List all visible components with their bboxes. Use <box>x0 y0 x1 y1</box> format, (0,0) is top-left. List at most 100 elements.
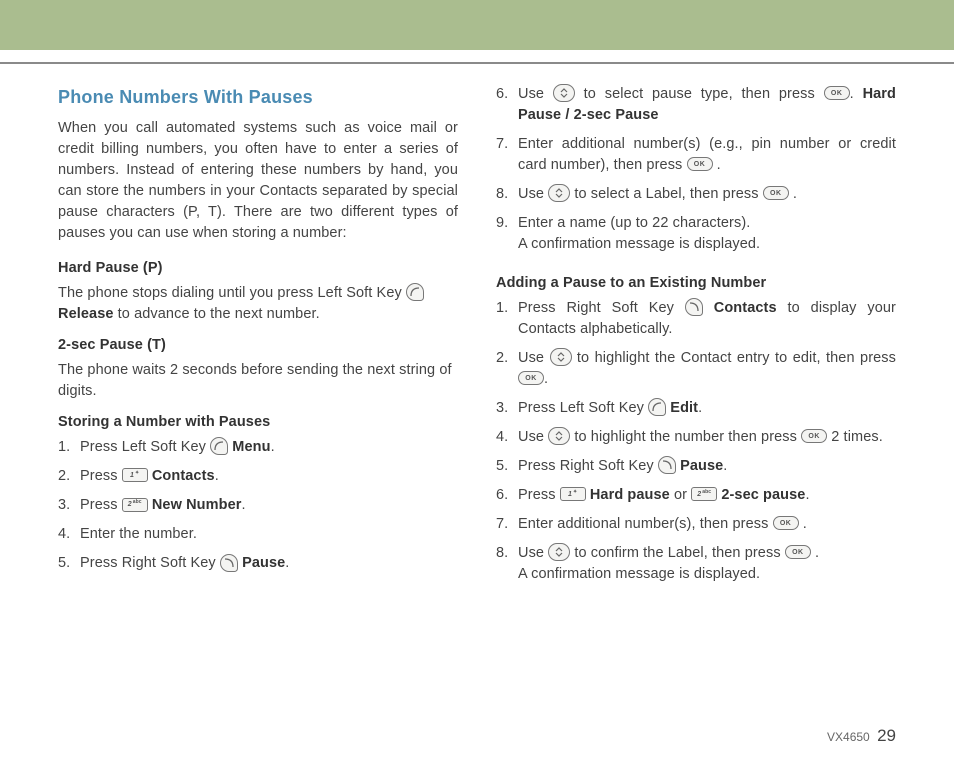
text: to select pause type, then press <box>584 86 824 102</box>
hard-pause-body: The phone stops dialing until you press … <box>58 283 458 325</box>
period: . <box>215 468 219 484</box>
storing-heading: Storing a Number with Pauses <box>58 412 458 433</box>
period: . <box>271 439 275 455</box>
text: Press Left Soft Key <box>518 400 648 416</box>
a-step-8: Use to confirm the Label, then press OK … <box>496 543 896 585</box>
a-step-6: Press 1✦ Hard pause or 2abc 2-sec pause. <box>496 485 896 506</box>
text: Use <box>518 429 548 445</box>
text: to highlight the number then press <box>574 429 801 445</box>
key-sup: abc <box>702 490 711 495</box>
menu-label: Menu <box>232 439 270 455</box>
period: . <box>698 400 702 416</box>
right-soft-key-icon <box>220 554 238 572</box>
text: A confirmation message is displayed. <box>518 566 760 582</box>
period: . <box>285 555 289 571</box>
step-6: Use to select pause type, then press OK.… <box>496 84 896 126</box>
storing-steps: Press Left Soft Key Menu. Press 1✦ Conta… <box>58 437 458 574</box>
header-band <box>0 0 954 50</box>
text: . <box>850 86 863 102</box>
right-soft-key-icon <box>685 298 703 316</box>
key-2-icon: 2abc <box>691 487 717 501</box>
text: or <box>670 487 691 503</box>
step-3: Press 2abc New Number. <box>58 495 458 516</box>
model-number: VX4650 <box>827 730 870 744</box>
key-1-icon: 1✦ <box>560 487 586 501</box>
two-sec-pause-label: 2-sec pause <box>721 487 805 503</box>
key-1-icon: 1✦ <box>122 468 148 482</box>
nav-up-down-icon <box>550 348 572 366</box>
text: Press <box>80 468 122 484</box>
left-soft-key-icon <box>406 283 424 301</box>
text: Press Right Soft Key <box>518 300 685 316</box>
ok-key-icon: OK <box>785 545 811 559</box>
step-1: Press Left Soft Key Menu. <box>58 437 458 458</box>
text: 2 times. <box>827 429 883 445</box>
right-soft-key-icon <box>658 456 676 474</box>
ok-key-icon: OK <box>518 371 544 385</box>
key-sup: ✦ <box>573 490 577 495</box>
intro-paragraph: When you call automated systems such as … <box>58 118 458 244</box>
hard-pause-heading: Hard Pause (P) <box>58 258 458 279</box>
page-footer: VX4650 29 <box>827 726 896 746</box>
step-2: Press 1✦ Contacts. <box>58 466 458 487</box>
period: . <box>793 186 797 202</box>
period: . <box>544 371 548 387</box>
step-5: Press Right Soft Key Pause. <box>58 553 458 574</box>
text: Use <box>518 186 548 202</box>
left-soft-key-icon <box>648 398 666 416</box>
ok-key-icon: OK <box>687 157 713 171</box>
period: . <box>723 458 727 474</box>
step-9: Enter a name (up to 22 characters). A co… <box>496 213 896 255</box>
hard-pause-label: Hard pause <box>590 487 670 503</box>
text: Press <box>80 497 122 513</box>
ok-key-icon: OK <box>763 186 789 200</box>
nav-up-down-icon <box>548 427 570 445</box>
key-digit: 1 <box>130 472 134 479</box>
new-number-label: New Number <box>152 497 242 513</box>
text: The phone stops dialing until you press … <box>58 285 406 301</box>
text: Enter additional number(s), then press <box>518 516 773 532</box>
key-digit: 2 <box>128 501 132 508</box>
text: Press Left Soft Key <box>80 439 210 455</box>
text: to highlight the Contact entry to edit, … <box>577 350 896 366</box>
nav-up-down-icon <box>548 184 570 202</box>
text: to advance to the next number. <box>114 306 320 322</box>
period: . <box>717 157 721 173</box>
step-8: Use to select a Label, then press OK . <box>496 184 896 205</box>
right-column: Use to select pause type, then press OK.… <box>496 84 896 593</box>
key-sup: abc <box>133 500 142 505</box>
storing-steps-cont: Use to select pause type, then press OK.… <box>496 84 896 255</box>
text: Press Right Soft Key <box>518 458 658 474</box>
page-content: Phone Numbers With Pauses When you call … <box>0 64 954 593</box>
edit-label: Edit <box>670 400 698 416</box>
nav-up-down-icon <box>553 84 575 102</box>
period: . <box>805 487 809 503</box>
section-title: Phone Numbers With Pauses <box>58 84 458 110</box>
step-7: Enter additional number(s) (e.g., pin nu… <box>496 134 896 176</box>
ok-key-icon: OK <box>824 86 850 100</box>
period: . <box>803 516 807 532</box>
text: Use <box>518 350 550 366</box>
text: to select a Label, then press <box>574 186 762 202</box>
key-digit: 2 <box>697 491 701 498</box>
left-soft-key-icon <box>210 437 228 455</box>
text: to confirm the Label, then press <box>574 545 784 561</box>
two-sec-body: The phone waits 2 seconds before sending… <box>58 360 458 402</box>
text: Use <box>518 86 553 102</box>
left-column: Phone Numbers With Pauses When you call … <box>58 84 458 593</box>
nav-up-down-icon <box>548 543 570 561</box>
release-label: Release <box>58 306 114 322</box>
text: Press Right Soft Key <box>80 555 220 571</box>
a-step-1: Press Right Soft Key Contacts to display… <box>496 298 896 340</box>
contacts-label: Contacts <box>152 468 215 484</box>
adding-heading: Adding a Pause to an Existing Number <box>496 273 896 294</box>
a-step-5: Press Right Soft Key Pause. <box>496 456 896 477</box>
ok-key-icon: OK <box>773 516 799 530</box>
a-step-4: Use to highlight the number then press O… <box>496 427 896 448</box>
key-sup: ✦ <box>135 471 139 476</box>
text: Press <box>518 487 560 503</box>
text: Use <box>518 545 548 561</box>
page-number: 29 <box>877 726 896 745</box>
a-step-3: Press Left Soft Key Edit. <box>496 398 896 419</box>
pause-label: Pause <box>242 555 285 571</box>
